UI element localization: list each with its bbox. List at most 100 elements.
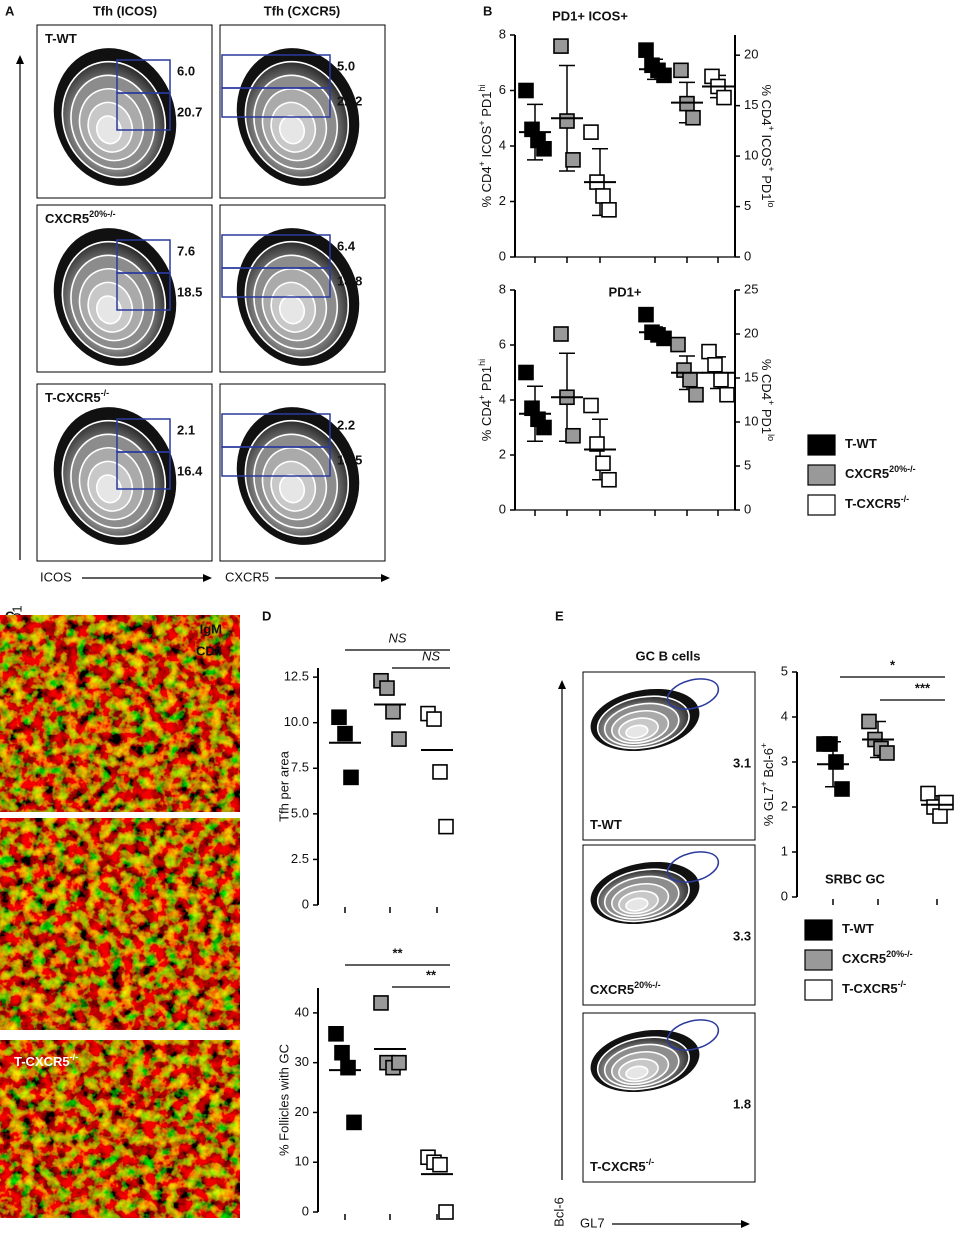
text-part: T-WT [590,817,622,832]
arrow-head [16,55,24,64]
text-part: T-CXCR5 [590,1159,646,1174]
data-point [340,1059,356,1076]
density-contours [53,48,177,186]
row-label: CXCR520%-/- [45,209,116,226]
y2-tick-label: 0 [744,248,751,263]
legend-swatch [807,494,836,516]
legend-label: T-WT [842,921,874,936]
density-contours [590,1029,700,1093]
y2-tick-label: 20 [744,47,758,62]
chart-note: SRBC GC [825,871,886,886]
gate-value: 22.2 [337,93,362,108]
superscript: lo [766,434,776,441]
text-part: T-CXCR5 [45,390,101,405]
gate [221,87,331,118]
legend-swatch [804,949,833,971]
superscript: + [759,781,769,786]
gate [116,272,171,311]
data-point [920,785,936,802]
significance-label: ** [392,945,403,960]
density-contours [236,228,360,366]
gate-value: 20.7 [177,104,202,119]
significance-label: * [890,657,896,672]
data-point [673,62,689,79]
column-title: Tfh (CXCR5) [264,3,341,18]
data-point [559,113,575,129]
y-tick-label: 8 [499,281,506,296]
data-point [701,343,717,360]
gate-value: 3.3 [733,928,751,943]
significance-label: NS [422,648,440,663]
text-part: PD1 [479,366,494,395]
data-point [426,711,442,727]
data-point [432,764,448,780]
data-point [391,731,407,747]
stain-label: CD4 [196,643,223,658]
y-tick-label: 30 [295,1054,309,1069]
data-point [343,769,359,786]
text-part: CXCR5 [845,466,889,481]
text-part: T-WT [842,921,874,936]
legend-label: CXCR520%-/- [842,949,913,966]
gate-value: 1.8 [733,1096,751,1111]
data-point [438,818,454,835]
axis-title: Tfh per area [276,750,291,822]
superscript: + [759,743,769,748]
y2-tick-label: 15 [744,97,758,112]
arrow-head [203,574,212,582]
gate-value: 5.0 [337,58,355,73]
text-part: % CD4 [759,359,774,400]
data-point [553,326,569,342]
y-tick-label: 2 [499,446,506,461]
superscript: + [477,161,487,166]
arrow-head [381,574,390,582]
data-point [432,1156,448,1173]
y-tick-label: 0 [499,248,506,263]
data-point [518,364,534,381]
data-point [328,1025,344,1042]
gate-value: 7.6 [177,243,195,258]
text-part: PD1 [479,91,494,120]
density-contours [53,407,177,545]
y-tick-label: 20 [295,1104,309,1119]
superscript: -/- [898,979,907,989]
axis-title: % Follicles with GC [276,1044,291,1156]
data-point [828,754,844,770]
data-point [346,1114,362,1131]
legend-label: CXCR520%-/- [845,464,916,481]
gate-value: 18.8 [337,273,362,288]
y2-tick-label: 0 [744,501,751,516]
data-point [385,703,401,720]
text-part: T-CXCR5 [14,1054,70,1069]
superscript: 20%-/- [634,980,661,990]
gate-value: 6.4 [337,238,356,253]
data-point [688,386,704,403]
data-point [331,709,347,726]
chart-title: PD1+ [609,284,642,299]
text-part: T-WT [845,436,877,451]
text-part: PD1 [759,172,774,201]
text-part: ICOS [759,131,774,167]
data-point [583,397,599,414]
data-point [589,436,605,452]
legend-swatch [807,464,836,486]
data-point [536,140,552,157]
y2-tick-label: 10 [744,413,758,428]
contour [95,295,123,325]
axis-label: ICOS [40,569,72,584]
axis-title: % CD4+ ICOS+ PD1lo [759,84,776,207]
data-point [337,725,353,742]
y-tick-label: 8 [499,26,506,41]
micrograph-texture [0,818,240,1030]
column-title: Tfh (ICOS) [93,3,157,18]
contour [625,1065,649,1080]
data-point [518,82,534,99]
superscript: 20%-/- [89,209,116,219]
density-contours [590,688,700,752]
y-tick-label: 2 [499,193,506,208]
superscript: + [766,126,776,131]
superscript: hi [477,84,487,91]
axis-title: % CD4+ ICOS+ PD1hi [477,84,494,207]
gate [221,446,331,477]
superscript: + [766,166,776,171]
